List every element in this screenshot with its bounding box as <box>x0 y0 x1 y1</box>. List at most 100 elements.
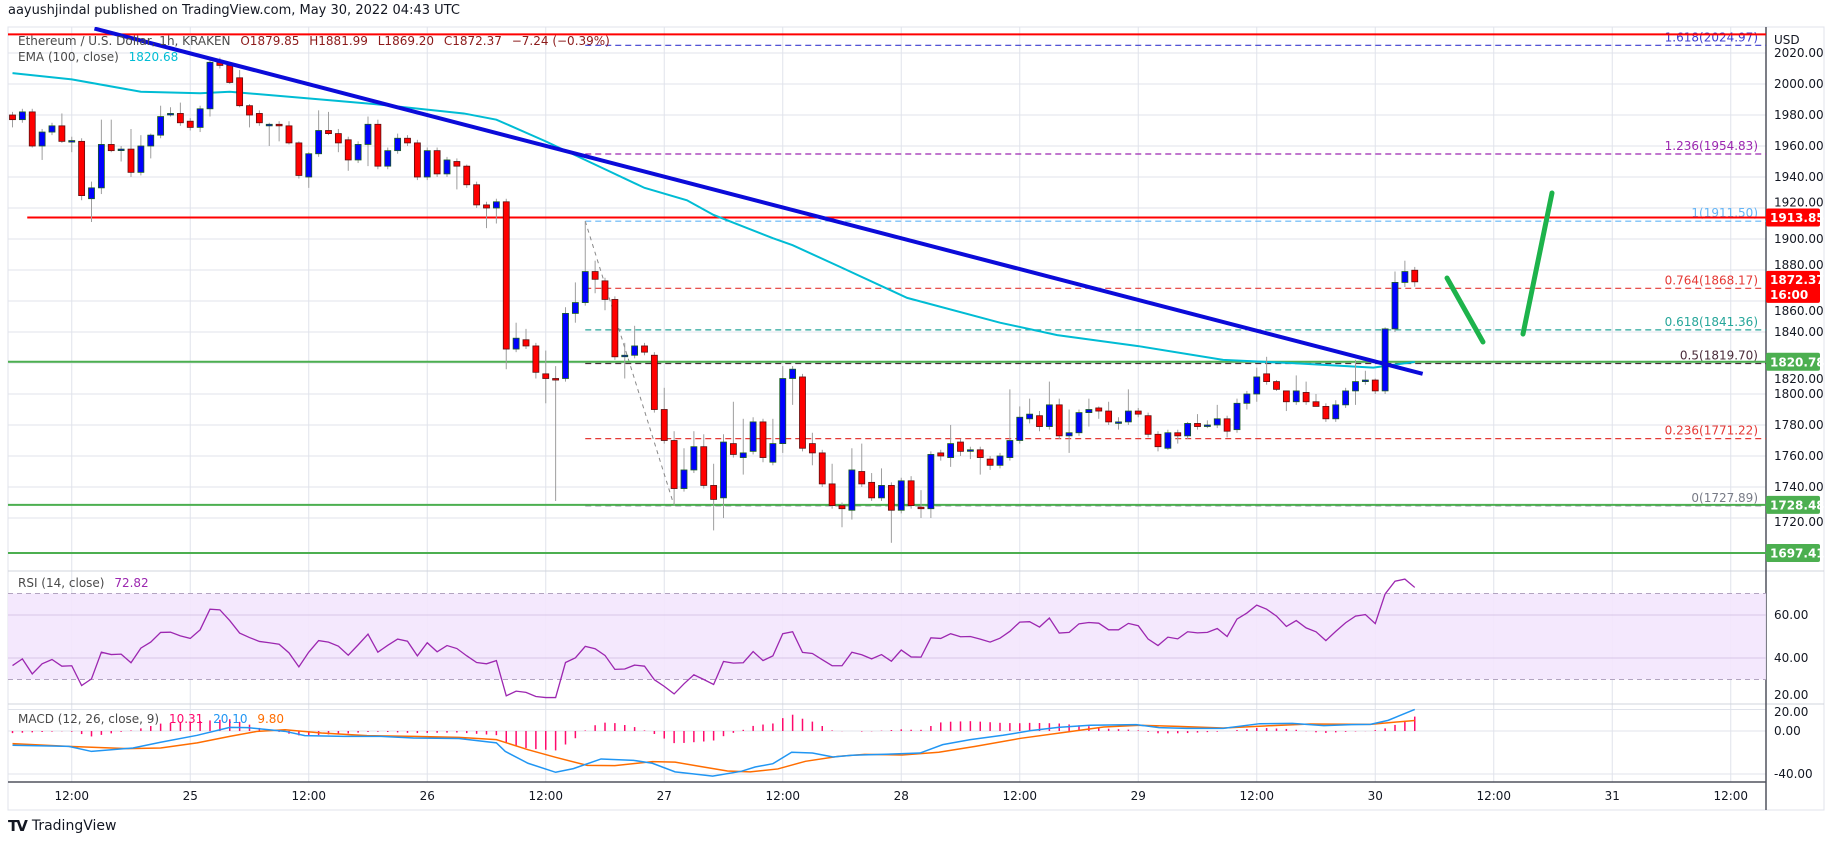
candle[interactable] <box>1055 398 1063 439</box>
candle[interactable] <box>848 448 856 520</box>
candle[interactable] <box>769 418 777 466</box>
fib-anchor-line[interactable] <box>584 221 675 506</box>
candle[interactable] <box>423 147 431 181</box>
candle[interactable] <box>680 448 688 492</box>
candle[interactable] <box>611 296 619 360</box>
candle[interactable] <box>1174 429 1182 444</box>
candle[interactable] <box>670 431 678 506</box>
candle[interactable] <box>58 113 66 143</box>
candle[interactable] <box>749 417 757 455</box>
candle[interactable] <box>1075 409 1083 436</box>
candle[interactable] <box>137 135 145 176</box>
candle[interactable] <box>315 110 323 157</box>
rsi-label[interactable]: RSI (14, close) <box>18 576 105 590</box>
candle[interactable] <box>660 387 668 444</box>
candle[interactable] <box>1381 327 1389 394</box>
candle[interactable] <box>957 438 964 456</box>
candle[interactable] <box>285 121 293 145</box>
candle[interactable] <box>1016 406 1024 444</box>
candle[interactable] <box>176 102 184 126</box>
candle[interactable] <box>78 138 86 201</box>
candle[interactable] <box>562 307 569 382</box>
candle[interactable] <box>571 282 579 323</box>
candle[interactable] <box>631 325 639 359</box>
candle[interactable] <box>206 59 214 117</box>
candle[interactable] <box>799 373 806 452</box>
candle[interactable] <box>907 476 915 509</box>
candle[interactable] <box>1391 271 1399 332</box>
candle[interactable] <box>157 105 165 139</box>
candle[interactable] <box>334 128 342 153</box>
candle[interactable] <box>443 156 451 177</box>
candle[interactable] <box>581 221 589 306</box>
candle[interactable] <box>1322 403 1330 422</box>
last-price-tag[interactable] <box>1766 270 1820 303</box>
candle[interactable] <box>1352 359 1359 405</box>
candle[interactable] <box>601 277 609 311</box>
ema-label[interactable]: EMA (100, close) <box>18 50 119 64</box>
candle[interactable] <box>97 119 105 195</box>
candle[interactable] <box>127 128 135 177</box>
candle[interactable] <box>729 401 737 458</box>
candle[interactable] <box>394 133 402 154</box>
candle[interactable] <box>1065 409 1073 453</box>
candle[interactable] <box>1253 367 1261 402</box>
candle[interactable] <box>996 452 1004 469</box>
candle[interactable] <box>1026 398 1034 424</box>
candle[interactable] <box>364 116 372 167</box>
candle[interactable] <box>1134 407 1142 418</box>
projection-up-stroke[interactable] <box>1520 190 1555 337</box>
candle[interactable] <box>1203 420 1211 429</box>
candle[interactable] <box>897 477 905 514</box>
candle[interactable] <box>976 446 984 475</box>
candle[interactable] <box>88 181 95 222</box>
candle[interactable] <box>522 328 530 350</box>
candle[interactable] <box>858 443 866 487</box>
candle[interactable] <box>808 432 816 466</box>
candle[interactable] <box>759 418 767 463</box>
candle[interactable] <box>255 110 263 126</box>
candle[interactable] <box>167 107 174 117</box>
candle[interactable] <box>887 482 895 543</box>
candle[interactable] <box>384 147 392 170</box>
candle[interactable] <box>591 260 599 294</box>
candle[interactable] <box>1085 398 1093 427</box>
candle[interactable] <box>878 468 885 501</box>
candle[interactable] <box>295 141 303 179</box>
price-tag[interactable] <box>1766 495 1820 514</box>
candle[interactable] <box>325 111 332 136</box>
candle[interactable] <box>502 198 510 370</box>
macd-label[interactable]: MACD (12, 26, close, 9) <box>18 712 160 726</box>
candle[interactable] <box>1411 266 1419 287</box>
candle[interactable] <box>739 418 747 475</box>
candle[interactable] <box>532 342 540 379</box>
candle[interactable] <box>473 181 481 208</box>
candle[interactable] <box>779 366 787 453</box>
candle[interactable] <box>927 451 935 518</box>
candle[interactable] <box>28 108 36 148</box>
candle[interactable] <box>720 434 727 518</box>
tradingview-logo-icon[interactable]: TV <box>8 817 28 835</box>
candle[interactable] <box>483 201 490 229</box>
candle[interactable] <box>542 350 550 404</box>
candle[interactable] <box>828 463 836 509</box>
candle[interactable] <box>413 139 421 181</box>
candle[interactable] <box>937 449 945 461</box>
candle[interactable] <box>1312 394 1320 407</box>
candle[interactable] <box>1223 415 1231 438</box>
candle[interactable] <box>1115 417 1122 430</box>
candle[interactable] <box>463 164 471 188</box>
candle[interactable] <box>1263 356 1271 385</box>
price-tag[interactable] <box>1766 208 1820 227</box>
candle[interactable] <box>1273 380 1280 391</box>
candle[interactable] <box>552 366 560 501</box>
candle[interactable] <box>1164 429 1172 450</box>
candle[interactable] <box>404 135 411 146</box>
candle[interactable] <box>641 342 648 356</box>
candle[interactable] <box>1361 370 1369 385</box>
candle[interactable] <box>9 111 16 128</box>
candle[interactable] <box>868 473 876 501</box>
candle[interactable] <box>453 158 461 190</box>
candle[interactable] <box>1184 421 1192 439</box>
